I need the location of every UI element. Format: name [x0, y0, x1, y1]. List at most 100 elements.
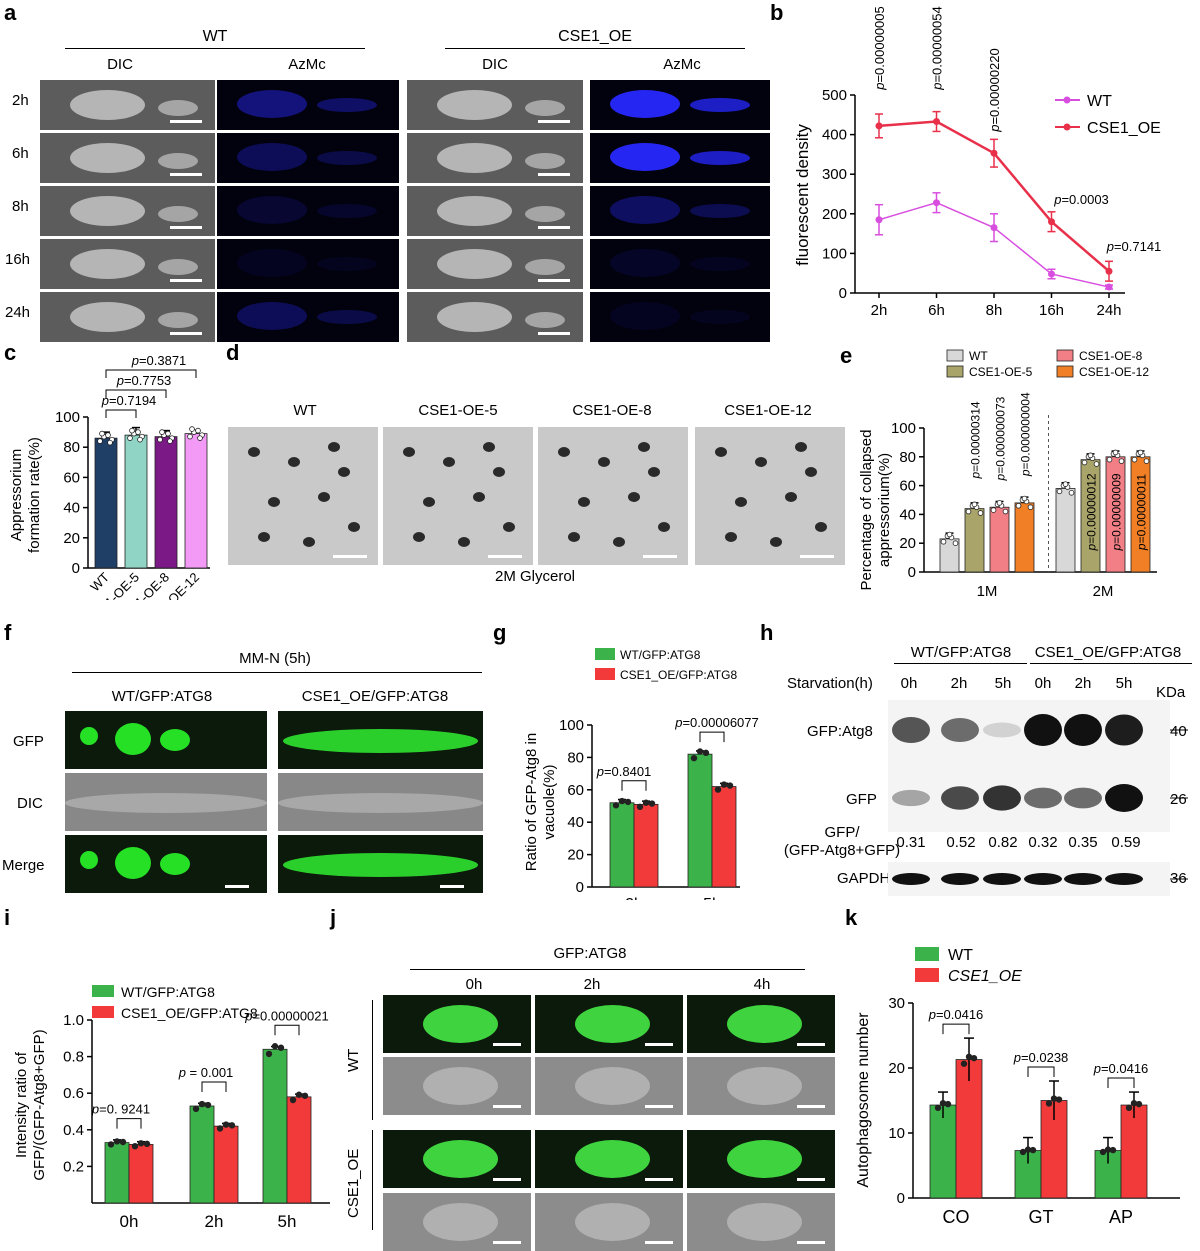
data-point: [996, 500, 1003, 506]
azmc-image: [217, 133, 399, 183]
gfp-puncta: [80, 851, 98, 869]
p-value-annotation: p=0.00000005: [872, 6, 887, 91]
data-point: [187, 433, 193, 440]
gapdh-band: [892, 873, 930, 885]
scale-bar: [538, 226, 570, 229]
gfp-band: [892, 789, 930, 807]
hypha-signal: [317, 204, 377, 218]
panel-label-f: f: [4, 620, 12, 645]
gfp-vacuole: [115, 847, 151, 879]
y-tick-label: 10: [888, 1125, 905, 1142]
data-point: [1135, 1100, 1143, 1108]
panel-label-e: e: [840, 343, 853, 368]
data-point: [714, 786, 722, 793]
y-tick-label: 500: [822, 87, 847, 104]
gfp-hypha: [283, 729, 478, 753]
data-point: [1106, 456, 1113, 463]
spore: [575, 1203, 650, 1241]
data-point: [265, 1050, 273, 1058]
dic-image: [40, 80, 215, 130]
legend-label: CSE1-OE-12: [1079, 365, 1149, 379]
spore-signal: [237, 196, 307, 224]
lane-label: 0h: [900, 675, 918, 692]
bar: [94, 437, 118, 569]
spore-signal: [610, 196, 680, 224]
bar: [184, 433, 208, 569]
scale-bar: [797, 1178, 825, 1181]
spore: [70, 143, 145, 173]
panel-label-h: h: [760, 620, 774, 645]
group-line: [1030, 663, 1192, 664]
spore: [727, 1005, 802, 1043]
spore: [575, 1140, 650, 1178]
appressorium: [725, 532, 737, 542]
data-point: [204, 1101, 212, 1109]
gfp-atg8-band: [1105, 714, 1143, 746]
panel-label-i: i: [4, 905, 11, 930]
significance-bracket: [274, 1024, 300, 1036]
gfp-hypha: [283, 853, 478, 877]
appressorium: [158, 153, 198, 169]
p-value-annotation: p = 0.001: [178, 1065, 234, 1080]
bar: [964, 508, 985, 573]
chart-c: 0 20 40 60 80 100 Appressoriumformation rate(%…: [8, 353, 210, 600]
data-point: [1105, 283, 1113, 291]
data-point: [1015, 502, 1022, 509]
dic-image: [278, 773, 483, 831]
scale-bar: [170, 120, 202, 123]
data-point: [1081, 459, 1088, 466]
y-tick-label: 1.0: [63, 1012, 84, 1029]
scale-bar: [170, 226, 202, 229]
data-point: [977, 510, 984, 516]
glycerol-image: [695, 427, 845, 565]
scale-bar: [645, 1105, 673, 1108]
hypha-signal: [690, 98, 750, 112]
data-point: [1024, 1146, 1032, 1153]
bar: [124, 434, 148, 569]
data-point: [277, 1044, 285, 1051]
header-line: [410, 969, 805, 970]
bar: [929, 1104, 957, 1199]
spore: [437, 249, 512, 279]
scale-bar: [800, 555, 834, 558]
gfp-band: [1024, 787, 1062, 809]
y-tick-label: 100: [891, 420, 916, 437]
column-label: WT/GFP:ATG8: [111, 688, 213, 705]
appressorium: [473, 492, 485, 502]
legend-swatch: [1056, 349, 1074, 362]
x-tick-label: 8h: [986, 302, 1003, 319]
spore: [70, 302, 145, 332]
appressorium: [338, 467, 350, 477]
data-point: [1002, 508, 1009, 515]
spore: [423, 1067, 498, 1105]
ratio-label: (GFP-Atg8+GFP): [783, 842, 901, 859]
gfp-atg8-band: [892, 717, 930, 743]
azmc-image: [217, 80, 399, 130]
data-point: [228, 1122, 236, 1129]
data-point: [195, 427, 201, 434]
data-point: [301, 1092, 309, 1099]
gfp-vacuole: [160, 729, 190, 751]
dic-image: [407, 80, 583, 130]
starvation-label: Starvation(h): [787, 675, 873, 692]
gfp-merge-image: [383, 995, 531, 1053]
appressorium: [755, 457, 767, 467]
data-point: [99, 430, 105, 437]
y-tick-label: 100: [55, 409, 80, 426]
data-point: [1131, 456, 1138, 463]
p-value-annotation: p=0.7194: [101, 393, 157, 408]
gfp-band: [1064, 787, 1102, 809]
data-point: [216, 1125, 224, 1132]
gfp-atg8-band: [941, 718, 979, 742]
data-point: [1029, 1146, 1037, 1154]
gfp-band: [1105, 784, 1143, 812]
gfp-merge-image: [687, 995, 835, 1053]
data-point: [970, 1054, 978, 1062]
x-tick-label: WT: [87, 569, 112, 594]
hypha-signal: [690, 204, 750, 218]
data-point: [137, 436, 143, 443]
data-point: [946, 531, 953, 538]
appressorium: [403, 447, 415, 457]
row-bracket: [372, 1000, 373, 1120]
scale-bar: [170, 173, 202, 176]
